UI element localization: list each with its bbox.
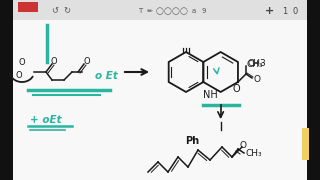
Bar [0,0,13,180]
Bar [13,20,307,180]
Text: ◯: ◯ [156,7,164,15]
Text: O: O [19,57,25,66]
Bar [307,0,320,180]
Text: CH₃: CH₃ [246,150,263,159]
Bar [302,128,309,160]
Text: ◯: ◯ [180,7,188,15]
Text: ◯: ◯ [172,7,180,15]
Text: a: a [192,8,196,14]
Text: ✏: ✏ [147,8,153,14]
Text: 1: 1 [282,6,288,15]
Text: Ph: Ph [185,136,199,146]
Text: O: O [233,84,240,94]
Text: O: O [254,75,261,84]
Bar [18,2,38,12]
Text: ↺: ↺ [52,6,59,15]
Text: o Et: o Et [95,71,118,81]
Text: O: O [84,57,90,66]
Text: T: T [138,8,142,14]
Text: O: O [240,141,247,150]
Bar [13,0,307,20]
Text: + oEt: + oEt [30,115,62,125]
Text: +: + [265,6,275,16]
Text: 9: 9 [202,8,206,14]
Text: CH3: CH3 [248,58,267,68]
Text: NH: NH [203,90,218,100]
Text: ↻: ↻ [63,6,70,15]
Text: ◯: ◯ [164,7,172,15]
Text: CH₃: CH₃ [247,60,264,69]
Text: 0: 0 [292,6,298,15]
Text: O: O [16,71,22,80]
Text: O: O [51,57,57,66]
